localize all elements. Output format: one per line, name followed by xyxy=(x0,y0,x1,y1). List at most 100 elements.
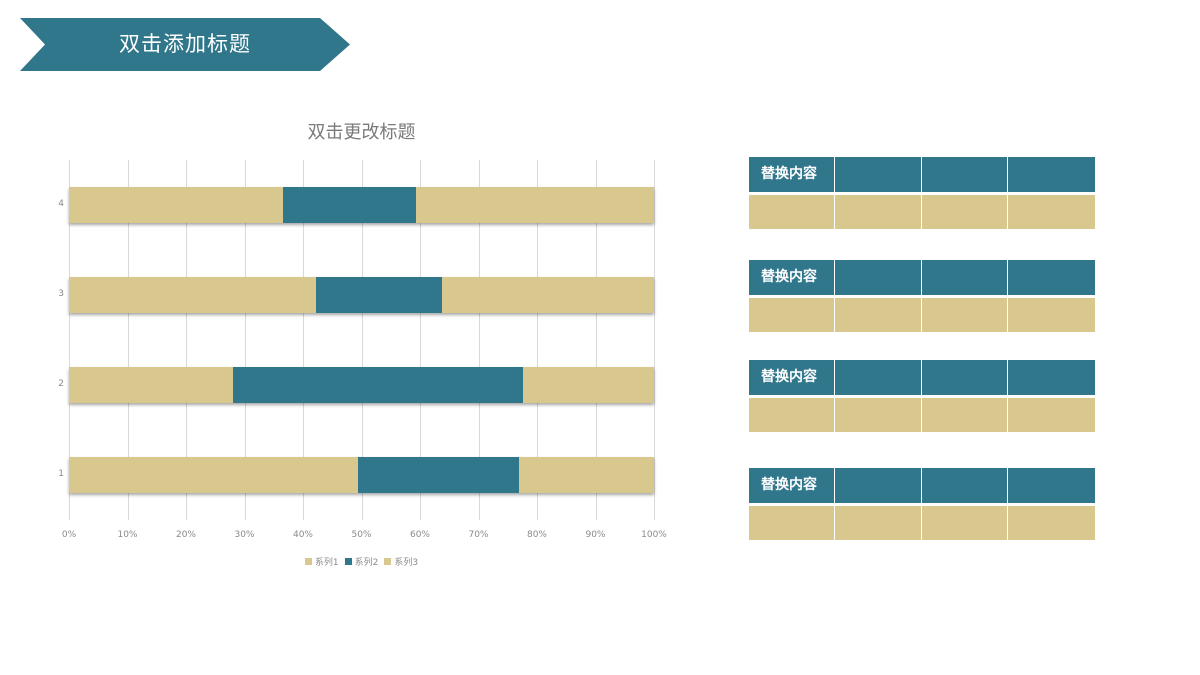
table-row xyxy=(749,195,1095,229)
x-tick-label: 10% xyxy=(117,530,138,540)
bar-segment-series1[interactable] xyxy=(69,457,358,493)
gridline xyxy=(244,160,246,520)
table-header-cell[interactable] xyxy=(835,157,922,192)
table-header-cell[interactable] xyxy=(922,260,1008,295)
table-header-cell[interactable] xyxy=(1008,468,1095,503)
table-cell[interactable] xyxy=(1008,195,1095,229)
bar-segment-series2[interactable] xyxy=(357,457,519,493)
table-cell[interactable] xyxy=(922,298,1008,332)
content-table-4: 替换内容 xyxy=(749,468,1095,540)
table-cell[interactable] xyxy=(835,506,922,540)
bar-segment-series3[interactable] xyxy=(442,277,654,313)
legend-item-series3[interactable]: 系列3 xyxy=(384,555,418,568)
table-cell[interactable] xyxy=(1008,398,1095,432)
content-table-1: 替换内容 xyxy=(749,157,1095,229)
bar-segment-series3[interactable] xyxy=(415,187,654,223)
bar-category-3[interactable] xyxy=(69,277,654,313)
legend-item-series1[interactable]: 系列1 xyxy=(304,555,339,568)
chart-legend: 系列1 系列2 系列3 xyxy=(69,555,654,568)
table-cell[interactable] xyxy=(749,195,835,229)
x-tick-label: 30% xyxy=(234,530,255,540)
x-tick-label: 90% xyxy=(585,530,606,540)
table-header-row: 替换内容 xyxy=(749,468,1095,503)
table-cell[interactable] xyxy=(749,506,835,540)
content-table-2: 替换内容 xyxy=(749,260,1095,332)
bar-category-4[interactable] xyxy=(69,187,654,223)
table-row xyxy=(749,398,1095,432)
gridline xyxy=(595,160,597,520)
table-row xyxy=(749,506,1095,540)
table-header-cell[interactable] xyxy=(922,157,1008,192)
table-cell[interactable] xyxy=(835,298,922,332)
bar-category-2[interactable] xyxy=(69,367,654,403)
gridline xyxy=(361,160,363,520)
legend-swatch-icon xyxy=(384,558,392,565)
legend-label: 系列2 xyxy=(354,558,379,568)
table-header-cell[interactable]: 替换内容 xyxy=(749,157,835,192)
legend-item-series2[interactable]: 系列2 xyxy=(344,555,379,568)
bar-segment-series1[interactable] xyxy=(69,277,316,313)
table-header-cell[interactable] xyxy=(1008,157,1095,192)
page-title[interactable]: 双击添加标题 xyxy=(119,32,251,56)
chart-plot-area xyxy=(69,160,655,520)
table-header-cell[interactable] xyxy=(1008,260,1095,295)
x-tick-label: 70% xyxy=(468,530,489,540)
table-cell[interactable] xyxy=(922,506,1008,540)
title-banner[interactable]: 双击添加标题 xyxy=(20,18,350,71)
table-cell[interactable] xyxy=(922,195,1008,229)
gridline xyxy=(654,160,655,520)
table-cell[interactable] xyxy=(835,398,922,432)
bar-segment-series2[interactable] xyxy=(283,187,416,223)
x-tick-label: 40% xyxy=(292,530,313,540)
table-header-cell[interactable] xyxy=(835,360,922,395)
ribbon-arrow-shape xyxy=(20,18,350,71)
table-cell[interactable] xyxy=(749,298,835,332)
bar-segment-series1[interactable] xyxy=(69,367,233,403)
y-tick-label: 1 xyxy=(58,469,64,479)
table-header-row: 替换内容 xyxy=(749,360,1095,395)
gridline xyxy=(537,160,538,520)
bar-segment-series3[interactable] xyxy=(522,367,654,403)
legend-label: 系列1 xyxy=(314,558,339,568)
bar-category-1[interactable] xyxy=(69,457,654,493)
bar-segment-series1[interactable] xyxy=(69,187,284,223)
table-header-cell[interactable]: 替换内容 xyxy=(749,360,835,395)
bar-segment-series2[interactable] xyxy=(315,277,443,313)
gridline xyxy=(478,160,480,520)
table-cell[interactable] xyxy=(922,398,1008,432)
x-tick-label: 80% xyxy=(526,530,547,540)
table-header-cell[interactable] xyxy=(835,260,922,295)
x-tick-label: 100% xyxy=(641,530,667,540)
x-tick-label: 60% xyxy=(409,530,430,540)
table-header-cell[interactable] xyxy=(922,360,1008,395)
gridline xyxy=(69,160,70,520)
x-tick-label: 0% xyxy=(61,530,77,540)
bar-segment-series2[interactable] xyxy=(232,367,523,403)
y-tick-label: 2 xyxy=(58,379,64,389)
bar-segment-series3[interactable] xyxy=(518,457,654,493)
gridline xyxy=(420,160,421,520)
table-header-cell[interactable] xyxy=(835,468,922,503)
chart-title[interactable]: 双击更改标题 xyxy=(307,122,416,143)
content-table-3: 替换内容 xyxy=(749,360,1095,432)
table-cell[interactable] xyxy=(749,398,835,432)
table-header-cell[interactable]: 替换内容 xyxy=(749,468,835,503)
gridline xyxy=(303,160,304,520)
table-header-cell[interactable] xyxy=(1008,360,1095,395)
x-tick-label: 20% xyxy=(175,530,196,540)
x-tick-label: 50% xyxy=(351,530,372,540)
legend-swatch-icon xyxy=(344,558,352,565)
legend-label: 系列3 xyxy=(394,558,419,568)
gridline xyxy=(127,160,129,520)
table-header-cell[interactable]: 替换内容 xyxy=(749,260,835,295)
table-cell[interactable] xyxy=(1008,298,1095,332)
legend-swatch-icon xyxy=(304,558,312,565)
table-cell[interactable] xyxy=(1008,506,1095,540)
table-header-cell[interactable] xyxy=(922,468,1008,503)
y-tick-label: 4 xyxy=(58,199,64,209)
table-cell[interactable] xyxy=(835,195,922,229)
table-row xyxy=(749,298,1095,332)
table-header-row: 替换内容 xyxy=(749,157,1095,192)
gridline xyxy=(186,160,187,520)
y-tick-label: 3 xyxy=(58,289,64,299)
